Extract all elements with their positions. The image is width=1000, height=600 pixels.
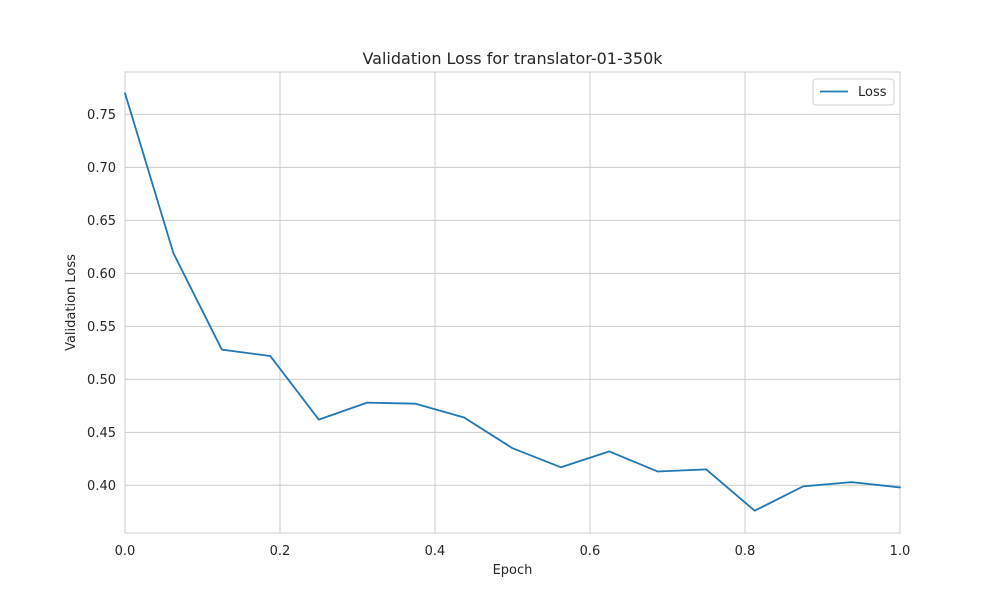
x-tick-label: 0.6 bbox=[580, 544, 601, 559]
chart-title: Validation Loss for translator-01-350k bbox=[362, 49, 663, 68]
x-tick-label: 0.4 bbox=[425, 544, 446, 559]
y-tick-label: 0.45 bbox=[87, 426, 116, 441]
y-tick-label: 0.55 bbox=[87, 320, 116, 335]
y-tick-label: 0.70 bbox=[87, 161, 116, 176]
plot-frame bbox=[124, 71, 901, 534]
x-tick-label: 0.2 bbox=[270, 544, 291, 559]
y-tick-labels: 0.40 0.45 0.50 0.55 0.60 0.65 0.70 0.75 bbox=[87, 108, 116, 494]
y-tick-label: 0.65 bbox=[87, 214, 116, 229]
y-tick-label: 0.40 bbox=[87, 479, 116, 494]
legend: Loss bbox=[812, 78, 895, 106]
x-tick-label: 0.0 bbox=[115, 544, 136, 559]
y-axis-label: Validation Loss bbox=[64, 254, 79, 351]
x-axis-label: Epoch bbox=[493, 563, 533, 578]
y-tick-label: 0.75 bbox=[87, 108, 116, 123]
y-tick-label: 0.60 bbox=[87, 267, 116, 282]
x-tick-label: 1.0 bbox=[890, 544, 911, 559]
x-tick-labels: 0.0 0.2 0.4 0.6 0.8 1.0 bbox=[115, 544, 911, 559]
legend-label-loss: Loss bbox=[858, 85, 887, 100]
series-line-loss bbox=[124, 92, 901, 512]
legend-box bbox=[812, 78, 895, 106]
x-tick-label: 0.8 bbox=[735, 544, 756, 559]
grid bbox=[124, 72, 901, 533]
y-tick-label: 0.50 bbox=[87, 373, 116, 388]
series-layer bbox=[124, 92, 901, 512]
